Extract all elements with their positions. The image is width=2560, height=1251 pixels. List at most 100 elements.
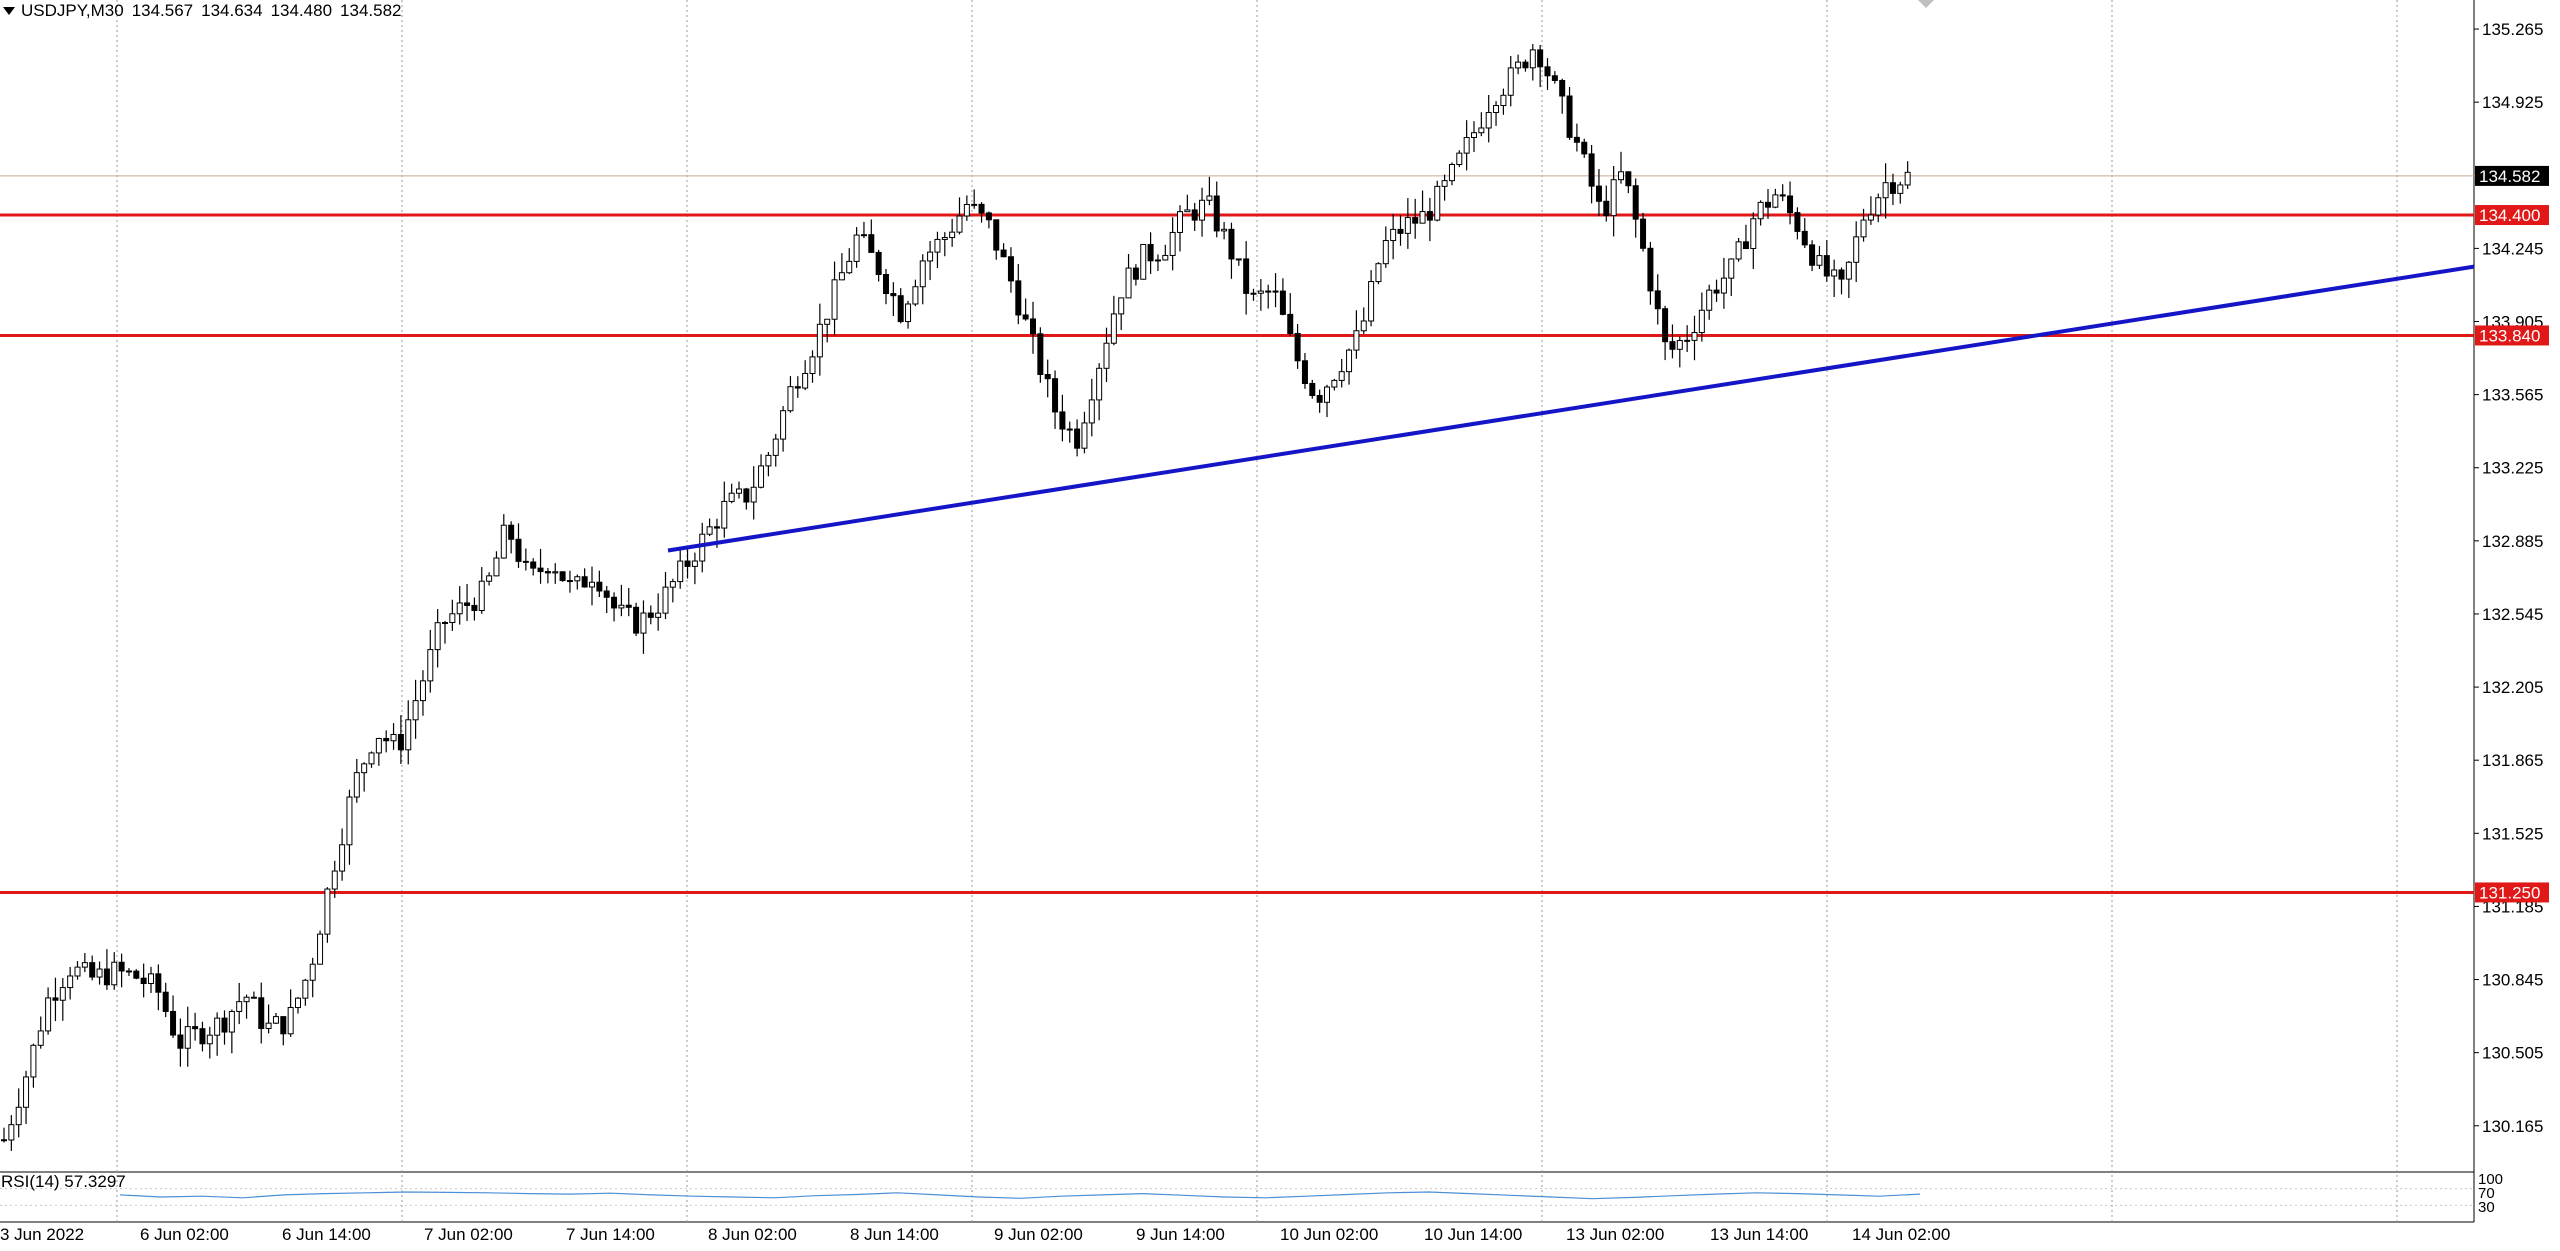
symbol-label: USDJPY,M30 — [21, 1, 124, 20]
candle-body — [736, 488, 742, 494]
candle-body — [1147, 243, 1154, 262]
candle-body — [265, 1022, 272, 1029]
x-tick-label: 13 Jun 02:00 — [1566, 1225, 1664, 1244]
candle-body — [493, 557, 500, 577]
candle-body — [780, 410, 787, 440]
candle-body — [1316, 395, 1323, 403]
candle-body — [1426, 211, 1433, 221]
candle-body — [449, 613, 456, 624]
candle-body — [1206, 195, 1213, 201]
candle-body — [1331, 379, 1338, 388]
x-tick-label: 10 Jun 02:00 — [1280, 1225, 1378, 1244]
x-tick-label: 6 Jun 02:00 — [140, 1225, 229, 1244]
chart-menu-triangle-icon[interactable] — [3, 7, 15, 15]
candle-body — [1853, 236, 1860, 263]
candle-body — [162, 991, 169, 1012]
candle-body — [96, 968, 103, 978]
candle-body — [552, 571, 559, 574]
candle-body — [860, 234, 867, 237]
candle-body — [368, 752, 375, 765]
candle-body — [23, 1076, 30, 1108]
candle-body — [1390, 228, 1397, 242]
candle-body — [1294, 332, 1301, 362]
candle-body — [1169, 231, 1176, 256]
candle-body — [1801, 230, 1808, 246]
y-tick-label: 131.525 — [2482, 824, 2543, 843]
candle-body — [1066, 428, 1073, 431]
candle-body — [1897, 184, 1904, 194]
candle-body — [295, 997, 301, 1009]
candle-body — [1809, 244, 1816, 266]
candle-body — [177, 1034, 184, 1049]
candle-body — [1044, 373, 1051, 380]
candle-body — [1338, 371, 1345, 381]
candle-body — [346, 796, 353, 846]
x-tick-label: 14 Jun 02:00 — [1852, 1225, 1950, 1244]
y-tick-label: 133.565 — [2482, 386, 2543, 405]
candle-body — [802, 372, 809, 389]
candle-body — [1110, 313, 1117, 344]
candle-body — [434, 622, 441, 651]
candle-body — [67, 975, 74, 989]
candle-body — [15, 1106, 22, 1126]
candle-body — [1618, 171, 1624, 181]
candle-body — [1603, 200, 1610, 217]
candle-body — [824, 318, 831, 325]
candle-body — [1698, 309, 1705, 334]
candle-body — [1037, 333, 1044, 375]
candle-body — [941, 237, 948, 240]
candle-body — [1588, 153, 1595, 187]
candle-body — [971, 203, 978, 206]
candle-body — [890, 293, 897, 297]
candle-body — [1742, 241, 1749, 250]
candle-body — [1353, 330, 1360, 351]
candle-body — [1500, 94, 1507, 107]
candle-body — [118, 961, 125, 972]
candle-body — [1412, 217, 1419, 224]
candle-body — [508, 524, 515, 540]
candle-body — [1250, 292, 1257, 295]
candle-body — [1838, 269, 1845, 280]
candle-body — [1706, 289, 1713, 311]
candle-body — [1654, 290, 1661, 310]
candle-body — [1750, 218, 1757, 250]
candle-body — [993, 219, 1000, 251]
candle-body — [1309, 382, 1316, 397]
candle-body — [140, 977, 147, 985]
candle-body — [691, 560, 698, 567]
high-value: 134.634 — [201, 1, 263, 20]
candle-body — [52, 997, 59, 1001]
level-price-tag — [2475, 325, 2549, 346]
candle-body — [1375, 263, 1382, 283]
candle-body — [125, 970, 132, 973]
candle-body — [787, 386, 794, 412]
candle-body — [1529, 49, 1536, 69]
candle-body — [1360, 320, 1367, 332]
candle-body — [1522, 61, 1529, 69]
candle-body — [515, 538, 522, 562]
candle-body — [1448, 164, 1455, 182]
candle-body — [155, 973, 162, 993]
candle-body — [427, 649, 434, 682]
candle-body — [1544, 66, 1551, 77]
candle-body — [611, 596, 618, 609]
y-tick-label: 132.885 — [2482, 532, 2543, 551]
candle-body — [1287, 313, 1294, 334]
candle-body — [537, 567, 544, 573]
candle-body — [1485, 112, 1492, 129]
candle-body — [37, 1030, 44, 1046]
candle-body — [1573, 136, 1580, 143]
candle-body — [478, 580, 485, 611]
candle-body — [272, 1016, 279, 1024]
candle-body — [1213, 195, 1220, 232]
candle-body — [199, 1028, 206, 1045]
candle-body — [985, 212, 992, 221]
candle-body — [1493, 105, 1500, 114]
candle-body — [1154, 259, 1161, 262]
rsi-indicator-label: RSI(14) 57.3297 — [1, 1172, 126, 1191]
candle-body — [228, 1010, 235, 1033]
candle-body — [471, 604, 478, 611]
candle-body — [905, 303, 912, 323]
